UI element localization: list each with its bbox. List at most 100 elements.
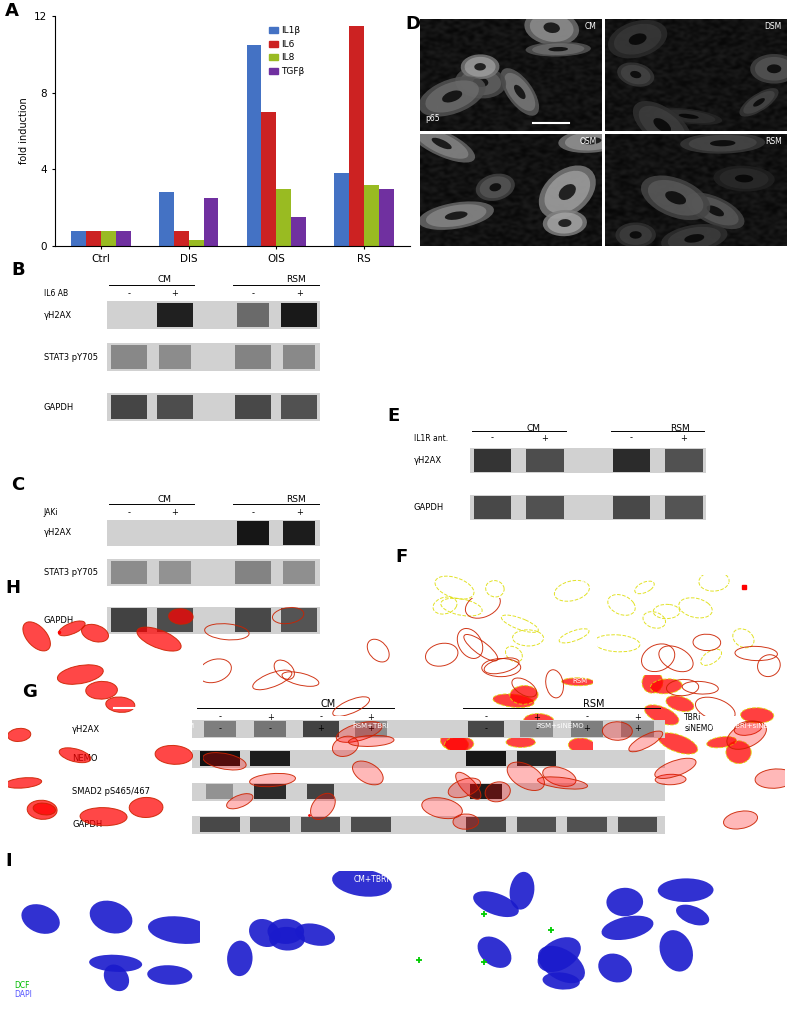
Text: +: + [171,289,178,298]
FancyBboxPatch shape [468,721,504,737]
FancyBboxPatch shape [157,302,193,328]
Ellipse shape [714,165,774,192]
Text: CM+TBRi+siNEMO: CM+TBRi+siNEMO [714,601,779,607]
FancyBboxPatch shape [203,721,236,737]
Ellipse shape [602,916,654,940]
Text: CM+TBRi: CM+TBRi [354,875,390,884]
Ellipse shape [654,759,696,778]
Ellipse shape [710,140,735,146]
Ellipse shape [460,69,501,95]
Ellipse shape [476,174,515,201]
Ellipse shape [333,736,358,757]
Ellipse shape [148,916,212,944]
Text: CM: CM [158,495,171,503]
Ellipse shape [562,678,594,686]
FancyBboxPatch shape [235,609,270,632]
FancyBboxPatch shape [283,521,315,544]
Ellipse shape [510,685,538,704]
Ellipse shape [755,57,794,81]
Text: I: I [5,852,12,870]
FancyBboxPatch shape [200,817,240,832]
FancyBboxPatch shape [302,721,338,737]
FancyBboxPatch shape [474,496,511,520]
FancyBboxPatch shape [470,447,706,473]
Ellipse shape [638,106,686,145]
Ellipse shape [8,728,30,741]
Ellipse shape [353,761,383,785]
Ellipse shape [155,745,193,765]
Text: IL6 AB: IL6 AB [43,289,68,298]
FancyBboxPatch shape [237,302,269,328]
Ellipse shape [676,905,710,925]
Ellipse shape [58,665,103,684]
Ellipse shape [485,782,510,801]
Bar [174,231,189,246]
Ellipse shape [654,118,671,133]
Ellipse shape [726,741,751,764]
Ellipse shape [598,954,632,982]
Text: -: - [251,289,254,298]
Text: B: B [11,261,26,279]
Ellipse shape [735,175,754,183]
Text: γH2AX: γH2AX [414,455,442,465]
Text: RSM: RSM [567,875,584,884]
Text: A: A [6,2,19,20]
FancyBboxPatch shape [206,784,234,799]
Text: siNEMO: siNEMO [684,724,714,733]
Ellipse shape [490,183,501,191]
Ellipse shape [680,133,766,153]
Text: p65: p65 [426,114,440,124]
Bar [379,189,394,246]
Ellipse shape [619,225,652,245]
Ellipse shape [310,793,335,820]
Text: RSM: RSM [286,275,306,284]
Ellipse shape [226,793,253,809]
Text: γH2AX: γH2AX [43,310,72,320]
Text: GAPDH: GAPDH [72,820,102,829]
Ellipse shape [608,20,667,58]
Text: H: H [5,579,20,597]
Ellipse shape [456,772,481,799]
FancyBboxPatch shape [157,609,193,632]
Ellipse shape [602,722,632,740]
Text: NEMO: NEMO [72,755,98,764]
FancyBboxPatch shape [466,817,506,832]
Text: RSM: RSM [765,138,782,146]
Ellipse shape [82,624,109,642]
Ellipse shape [650,679,682,694]
Ellipse shape [426,204,486,227]
Text: RSM: RSM [179,723,194,729]
FancyBboxPatch shape [470,495,706,521]
Ellipse shape [629,731,662,751]
Ellipse shape [545,171,590,213]
FancyBboxPatch shape [254,721,286,737]
Ellipse shape [415,129,469,158]
Text: +: + [367,724,374,733]
Bar [159,192,174,246]
Ellipse shape [543,22,560,33]
Bar [364,185,379,246]
Ellipse shape [538,777,587,789]
FancyBboxPatch shape [351,817,390,832]
Ellipse shape [478,936,511,968]
Ellipse shape [648,180,703,215]
Ellipse shape [203,752,246,770]
Text: IL1R ant.: IL1R ant. [414,434,448,442]
Ellipse shape [473,78,488,87]
Ellipse shape [250,773,295,787]
Text: SMAD2 pS465/467: SMAD2 pS465/467 [72,787,150,796]
Text: D: D [405,14,420,33]
Ellipse shape [510,872,534,910]
FancyBboxPatch shape [157,394,193,420]
FancyBboxPatch shape [235,394,270,420]
Ellipse shape [137,627,181,651]
Text: CM: CM [577,578,587,584]
FancyBboxPatch shape [474,448,511,472]
Ellipse shape [538,945,585,983]
FancyBboxPatch shape [613,448,650,472]
Text: G: G [22,683,37,700]
Ellipse shape [448,778,481,797]
Ellipse shape [641,176,710,221]
Text: +: + [171,508,178,517]
Ellipse shape [706,205,724,216]
